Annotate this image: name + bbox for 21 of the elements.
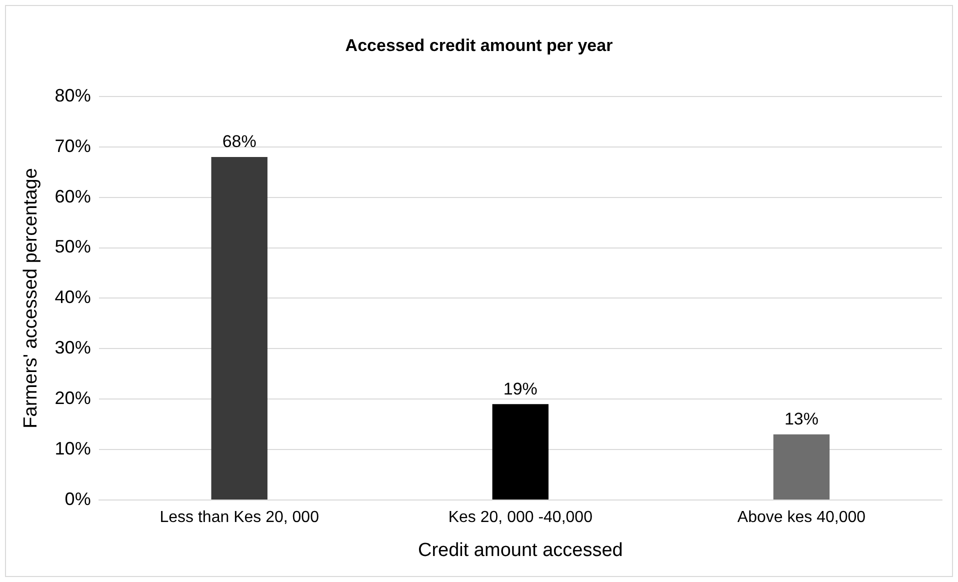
x-tick-label: Kes 20, 000 -40,000 [448,509,593,526]
data-label: 19% [503,379,538,398]
y-axis-title: Farmers' accessed percentage [20,168,42,428]
data-label: 13% [784,410,818,429]
y-tick-label: 70% [54,136,91,156]
bar [211,156,268,500]
y-tick-label: 0% [64,488,91,509]
y-tick-label: 80% [54,85,91,106]
y-tick-label: 20% [54,388,91,408]
x-tick-label: Above kes 40,000 [737,509,866,526]
x-axis-title: Credit amount accessed [418,540,623,561]
chart-title: Accessed credit amount per year [345,36,614,55]
y-tick-label: 40% [54,287,91,308]
data-label: 68% [222,132,256,152]
y-tick-label: 30% [54,338,91,358]
y-tick-label: 50% [54,236,91,257]
y-tick-label: 60% [54,186,91,206]
x-tick-label: Less than Kes 20, 000 [160,509,320,526]
y-tick-label: 10% [54,438,91,459]
bar [492,404,549,500]
bar [773,434,830,500]
